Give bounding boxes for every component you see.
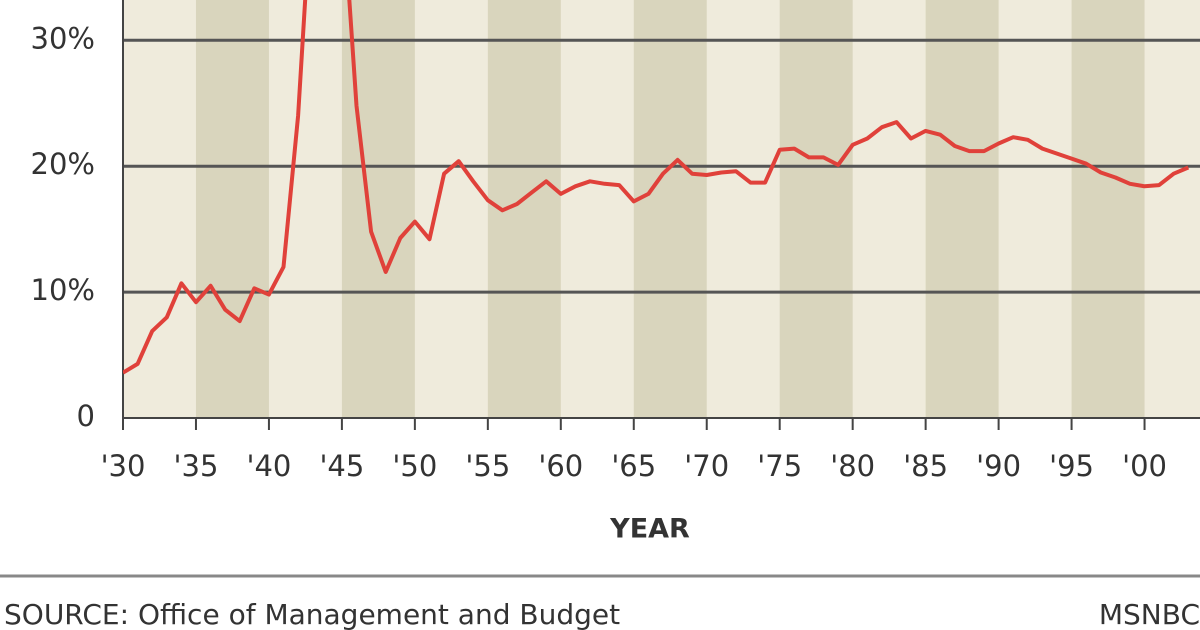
y-tick-label: 20% (31, 147, 95, 181)
y-tick-label: 10% (31, 273, 95, 307)
x-tick-label: '80 (830, 449, 875, 483)
band (925, 0, 999, 418)
x-tick-label: '70 (684, 449, 729, 483)
x-tick-label: '35 (174, 449, 219, 483)
x-tick-label: '65 (611, 449, 656, 483)
credit: MSNBC (1099, 598, 1200, 630)
x-tick-label: '90 (976, 449, 1021, 483)
band (195, 0, 269, 418)
band (633, 0, 707, 418)
x-tick-label: '50 (392, 449, 437, 483)
x-tick-label: '00 (1122, 449, 1167, 483)
x-tick-label: '60 (538, 449, 583, 483)
x-tick-label: '30 (101, 449, 146, 483)
x-tick-label: '40 (246, 449, 291, 483)
x-tick-label: '85 (903, 449, 948, 483)
x-tick-label: '95 (1049, 449, 1094, 483)
source: SOURCE: Office of Management and Budget (4, 598, 620, 630)
x-tick-label: '45 (319, 449, 364, 483)
line (123, 0, 1190, 375)
x-tick-label: '55 (465, 449, 510, 483)
y-tick-label: 30% (31, 21, 95, 55)
y-tick-label: 0 (77, 399, 95, 433)
x-axis-label: YEAR (609, 514, 690, 545)
x-tick-label: '75 (757, 449, 802, 483)
band (779, 0, 853, 418)
plot (123, 0, 1200, 418)
band (1071, 0, 1145, 418)
